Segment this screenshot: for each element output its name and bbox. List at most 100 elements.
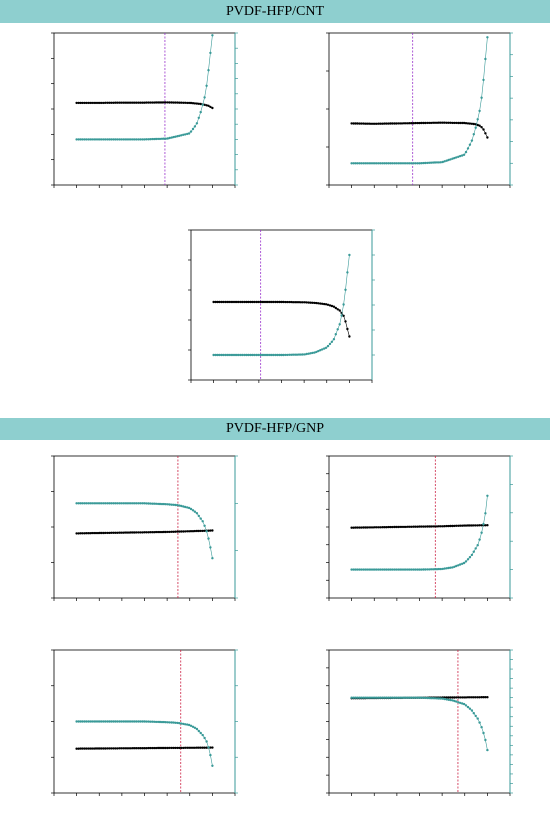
phase-data-point	[100, 720, 104, 723]
phase-data-point	[131, 502, 135, 505]
phase-data-point	[125, 720, 129, 723]
phase-data-point	[174, 503, 177, 507]
phase-data-point	[120, 138, 123, 141]
impedance-data-point	[203, 103, 206, 107]
impedance-data-point	[96, 531, 100, 535]
impedance-data-point	[383, 122, 386, 125]
phase-data-point	[184, 505, 187, 509]
phase-series-line	[351, 495, 488, 570]
phase-data-point	[162, 502, 166, 506]
phase-data-point	[342, 303, 345, 306]
phase-data-point	[83, 502, 86, 505]
phase-data-point	[114, 720, 117, 723]
phase-data-point	[75, 502, 78, 505]
impedance-data-point	[319, 302, 322, 305]
phase-data-point	[116, 720, 119, 723]
phase-data-point	[270, 353, 273, 357]
impedance-data-point	[104, 747, 107, 750]
impedance-data-point	[424, 525, 427, 528]
impedance-data-point	[205, 746, 208, 749]
impedance-data-point	[182, 530, 185, 533]
phase-data-point	[116, 138, 119, 141]
phase-data-point	[274, 353, 277, 357]
impedance-data-point	[352, 122, 355, 125]
impedance-data-point	[373, 526, 377, 529]
impedance-data-point	[433, 525, 437, 528]
phase-data-point	[176, 135, 179, 138]
phase-data-point	[299, 353, 303, 356]
impedance-data-point	[135, 101, 138, 104]
phase-data-point	[288, 353, 291, 356]
phase-data-point	[147, 720, 150, 723]
impedance-data-point	[94, 747, 98, 750]
phase-data-point	[324, 346, 328, 349]
phase-data-point	[245, 353, 248, 357]
phase-data-point	[362, 696, 365, 699]
impedance-data-point	[209, 746, 212, 749]
phase-data-point	[478, 109, 481, 113]
impedance-data-point	[323, 302, 326, 306]
impedance-data-point	[151, 746, 154, 750]
phase-data-point	[367, 162, 371, 165]
impedance-data-point	[313, 301, 316, 305]
impedance-data-point	[162, 101, 166, 104]
phase-data-point	[373, 162, 377, 165]
phase-data-point	[445, 698, 448, 701]
phase-data-point	[178, 504, 181, 507]
phase-data-point	[301, 353, 304, 356]
phase-data-point	[451, 157, 454, 160]
phase-data-point	[476, 544, 479, 547]
impedance-data-point	[220, 300, 223, 304]
impedance-data-point	[470, 524, 474, 527]
plot-frame	[190, 229, 373, 381]
impedance-data-point	[457, 121, 460, 125]
phase-data-point	[377, 568, 380, 571]
phase-data-point	[466, 147, 470, 150]
phase-data-point	[83, 720, 86, 723]
impedance-data-point	[422, 525, 425, 528]
impedance-data-point	[127, 747, 131, 750]
impedance-data-point	[288, 300, 291, 304]
phase-data-point	[182, 722, 185, 726]
impedance-data-point	[420, 525, 423, 528]
chart-panel-g	[326, 649, 513, 796]
phase-data-point	[205, 530, 208, 533]
phase-data-point	[100, 502, 104, 505]
phase-data-point	[367, 568, 371, 571]
impedance-data-point	[118, 101, 121, 104]
phase-data-point	[75, 720, 78, 723]
impedance-data-point	[149, 101, 152, 104]
impedance-data-point	[466, 696, 470, 699]
impedance-data-point	[412, 122, 415, 125]
impedance-data-point	[122, 747, 125, 750]
phase-data-point	[191, 127, 195, 131]
impedance-data-point	[87, 532, 90, 535]
phase-data-point	[416, 696, 419, 699]
phase-data-point	[472, 712, 475, 715]
phase-data-point	[141, 502, 144, 505]
phase-data-point	[385, 696, 388, 699]
phase-data-point	[187, 723, 191, 727]
phase-data-point	[420, 568, 423, 571]
phase-data-point	[160, 720, 164, 724]
impedance-data-point	[79, 101, 82, 105]
impedance-data-point	[402, 525, 406, 529]
phase-data-point	[90, 502, 94, 505]
impedance-data-point	[182, 101, 185, 105]
impedance-data-point	[410, 122, 413, 125]
impedance-data-point	[75, 747, 78, 750]
impedance-data-point	[77, 101, 80, 105]
impedance-data-point	[453, 121, 456, 125]
phase-data-point	[186, 723, 189, 726]
impedance-data-point	[464, 122, 468, 125]
phase-data-point	[75, 138, 78, 141]
phase-data-point	[201, 520, 204, 523]
phase-data-point	[77, 502, 80, 505]
phase-data-point	[344, 288, 347, 291]
phase-data-point	[379, 162, 382, 165]
impedance-data-point	[435, 525, 439, 528]
impedance-data-point	[478, 696, 481, 699]
impedance-data-point	[402, 122, 406, 125]
phase-data-point	[406, 696, 410, 699]
phase-data-point	[231, 353, 235, 357]
